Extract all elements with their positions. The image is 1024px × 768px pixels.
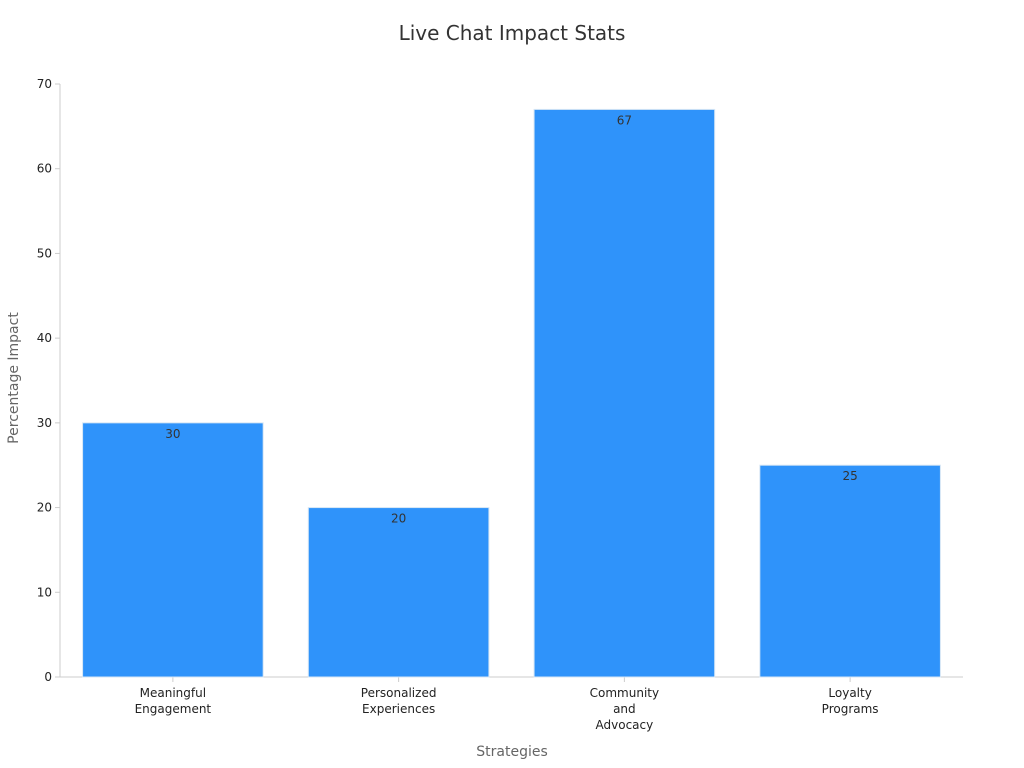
y-tick-label: 10 (37, 585, 52, 599)
x-tick-label-line: Engagement (135, 702, 212, 716)
y-tick-label: 20 (37, 501, 52, 515)
bar (82, 422, 264, 678)
x-axis-title: Strategies (476, 744, 548, 760)
x-tick-label: Personalized Experiences (361, 686, 437, 716)
x-tick-label-line: Advocacy (596, 718, 654, 732)
bar-value-label: 25 (842, 469, 857, 483)
y-tick-label: 70 (37, 77, 52, 91)
x-axis: Meaningful Engagement Personalized Experien… (60, 676, 963, 732)
bar-value-label: 30 (165, 427, 180, 441)
bars-group (82, 108, 941, 678)
chart-title: Live Chat Impact Stats (399, 21, 626, 45)
x-tick-label-line: Meaningful (140, 686, 206, 700)
data-labels-group: 30 20 67 25 (165, 113, 858, 525)
y-tick-label: 0 (44, 670, 52, 684)
x-tick-label-line: Community (590, 686, 659, 700)
y-tick-label: 40 (37, 331, 52, 345)
x-tick-label: Meaningful Engagement (135, 686, 212, 716)
bar (307, 507, 490, 678)
y-tick-label: 30 (37, 416, 52, 430)
y-axis: 0 10 20 30 40 50 60 70 (37, 77, 61, 684)
bar (759, 464, 941, 678)
bar-value-label: 20 (391, 512, 406, 526)
x-tick-label-line: Experiences (362, 702, 435, 716)
x-tick-label-line: Personalized (361, 686, 437, 700)
bar (533, 108, 716, 678)
y-axis-title: Percentage Impact (6, 312, 22, 444)
y-tick-label: 50 (37, 246, 52, 260)
x-tick-label-line: and (613, 702, 636, 716)
bar-value-label: 67 (617, 113, 632, 127)
x-tick-label-line: Programs (822, 702, 879, 716)
y-tick-label: 60 (37, 162, 52, 176)
x-tick-label: Loyalty Programs (822, 686, 879, 716)
x-tick-label: Community and Advocacy (590, 686, 659, 732)
x-tick-label-line: Loyalty (828, 686, 871, 700)
